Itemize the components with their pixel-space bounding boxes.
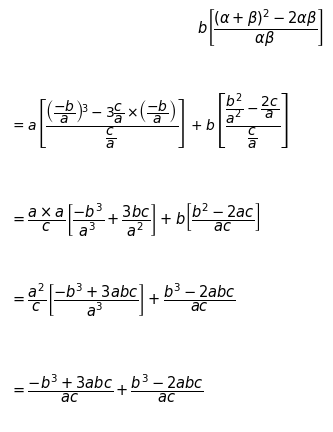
Text: $= \dfrac{a\times a}{c}\left[\dfrac{-b^3}{a^3} + \dfrac{3bc}{a^2}\right] + b\lef: $= \dfrac{a\times a}{c}\left[\dfrac{-b^3… [10, 201, 261, 239]
Text: $= \dfrac{a^2}{c}\left[\dfrac{-b^3 + 3abc}{a^3}\right] + \dfrac{b^3 - 2abc}{ac}$: $= \dfrac{a^2}{c}\left[\dfrac{-b^3 + 3ab… [10, 281, 236, 319]
Text: $b\left[\dfrac{(\alpha+\beta)^2 - 2\alpha\beta}{\alpha\beta}\right]$: $b\left[\dfrac{(\alpha+\beta)^2 - 2\alph… [197, 7, 323, 49]
Text: $= \dfrac{-b^3 + 3abc}{ac} + \dfrac{b^3 - 2abc}{ac}$: $= \dfrac{-b^3 + 3abc}{ac} + \dfrac{b^3 … [10, 373, 204, 405]
Text: $= a\left[\dfrac{\left(\dfrac{-b}{a}\right)^{\!3} - 3\dfrac{c}{a}\times\!\left(\: $= a\left[\dfrac{\left(\dfrac{-b}{a}\rig… [10, 91, 289, 151]
